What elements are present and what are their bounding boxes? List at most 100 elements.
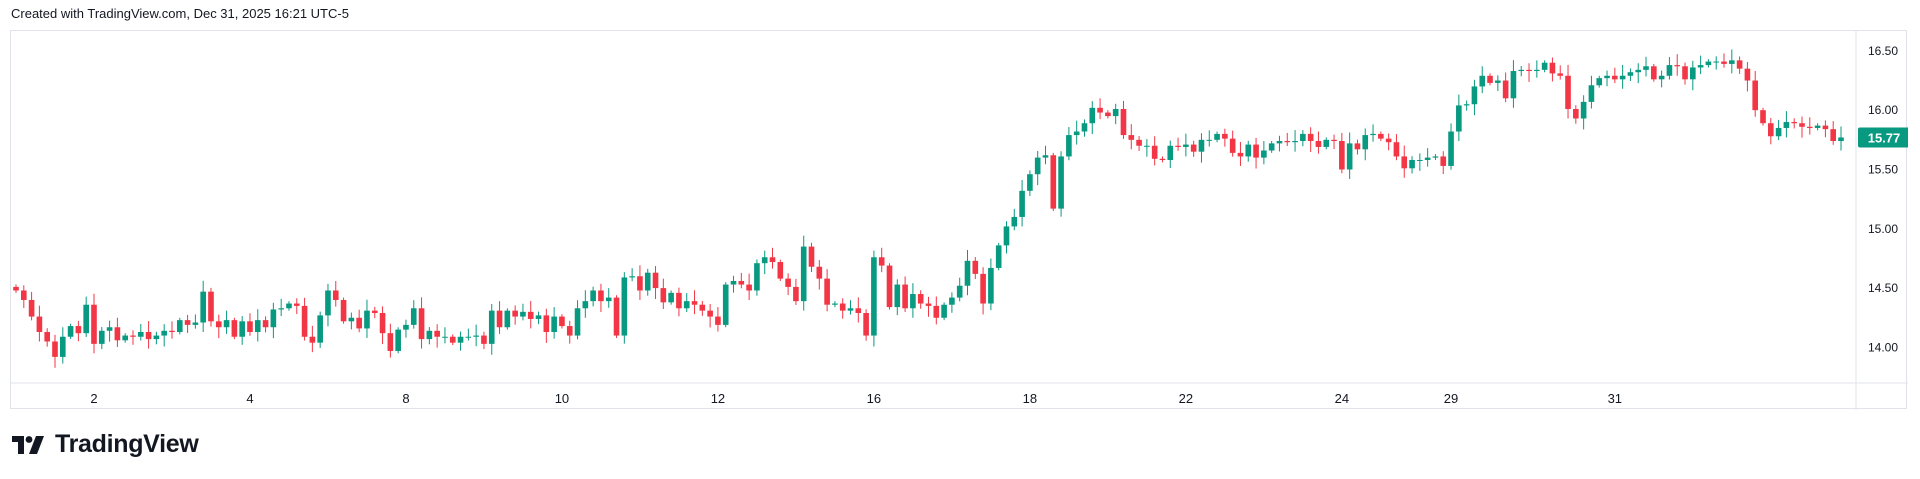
- candle-body: [621, 277, 628, 336]
- candle-body: [1019, 190, 1025, 217]
- candle-body: [746, 284, 752, 291]
- candle-body: [1081, 123, 1088, 132]
- candle-body: [98, 330, 105, 344]
- candle-body: [1557, 73, 1564, 76]
- candle-body: [949, 297, 955, 305]
- candle-body: [512, 310, 518, 317]
- candle-body: [1783, 122, 1790, 128]
- candle-body: [1775, 127, 1782, 137]
- candle-body: [1838, 137, 1844, 142]
- candle-body: [863, 313, 869, 336]
- candle-body: [793, 286, 799, 302]
- candle-body: [192, 322, 199, 325]
- candle-body: [137, 331, 144, 337]
- candle-body: [325, 290, 331, 316]
- candle-body: [1214, 133, 1220, 140]
- candle-body: [832, 303, 838, 305]
- candle-body: [1370, 133, 1376, 136]
- candle-body: [371, 310, 378, 314]
- candle-body: [925, 303, 932, 306]
- candle-body: [1471, 86, 1478, 105]
- candle-body: [816, 266, 823, 279]
- candle-body: [1541, 62, 1548, 70]
- candle-body: [910, 294, 916, 309]
- candle-body: [808, 246, 815, 267]
- candle-body: [184, 320, 191, 325]
- candle-body: [176, 320, 183, 332]
- candle-body: [1736, 60, 1743, 69]
- candle-body: [449, 336, 456, 343]
- candle-body: [668, 292, 674, 303]
- candle-body: [1588, 85, 1595, 102]
- candle-body: [730, 280, 737, 285]
- candle-body: [1354, 143, 1361, 150]
- candle-body: [1643, 66, 1649, 70]
- candle-body: [254, 320, 261, 332]
- candle-body: [1284, 141, 1291, 143]
- y-tick-label: 14.00: [1868, 340, 1898, 354]
- candle-body: [1760, 110, 1766, 124]
- candle-body: [1565, 75, 1571, 109]
- x-tick-label: 24: [1335, 391, 1349, 406]
- candle-body: [465, 336, 472, 338]
- candle-body: [964, 260, 971, 286]
- candle-body: [1596, 78, 1603, 86]
- candle-body: [1417, 159, 1423, 161]
- candle-body: [1573, 108, 1579, 119]
- candle-body: [332, 290, 339, 300]
- candle-body: [122, 335, 128, 341]
- candle-body: [473, 335, 479, 337]
- candle-body: [364, 310, 370, 329]
- candle-body: [1206, 139, 1213, 141]
- candle-body: [286, 303, 292, 309]
- candle-body: [1432, 156, 1439, 158]
- candle-body: [114, 327, 121, 341]
- candle-body: [1144, 145, 1150, 147]
- candle-body: [535, 315, 542, 319]
- y-tick-label: 14.50: [1868, 281, 1898, 295]
- candle-body: [1105, 112, 1111, 117]
- candle-body: [44, 331, 51, 342]
- candle-body: [605, 297, 612, 302]
- candle-body: [130, 335, 136, 337]
- candle-body: [715, 316, 721, 325]
- candle-body: [871, 257, 877, 336]
- candle-body: [1198, 139, 1205, 152]
- candle-body: [200, 291, 206, 323]
- candle-body: [278, 308, 284, 310]
- candle-body: [800, 246, 807, 302]
- candle-body: [1003, 226, 1010, 246]
- candle-body: [1448, 131, 1454, 166]
- candle-body: [1159, 158, 1166, 160]
- candle-body: [1089, 107, 1096, 124]
- candle-body: [434, 330, 440, 337]
- candle-body: [551, 316, 557, 332]
- candle-body: [1580, 101, 1587, 119]
- candle-body: [1627, 72, 1634, 76]
- candle-body: [457, 336, 464, 343]
- chart-pane[interactable]: 14.00 14.50 15.00 15.50 16.00 16.50 2 4 8 10 12 16 1…: [10, 30, 1908, 410]
- candle-body: [1034, 157, 1041, 175]
- candle-body: [676, 292, 682, 309]
- candle-body: [223, 320, 230, 328]
- candle-body: [543, 315, 550, 332]
- candle-body: [1814, 125, 1821, 128]
- y-tick-label: 16.50: [1868, 44, 1898, 58]
- candle-body: [1276, 141, 1283, 144]
- candle-body: [1674, 65, 1681, 67]
- candle-body: [1713, 61, 1720, 63]
- candle-body: [1752, 80, 1759, 111]
- candle-body: [1307, 133, 1314, 142]
- candle-body: [504, 310, 511, 328]
- candle-body: [1175, 145, 1181, 147]
- candle-body: [418, 308, 425, 340]
- candle-body: [1292, 141, 1298, 143]
- candle-body: [215, 321, 222, 328]
- candle-body: [145, 331, 152, 340]
- candle-body: [956, 285, 963, 298]
- candle-body: [1651, 66, 1657, 80]
- y-tick-label: 16.00: [1868, 103, 1898, 117]
- x-tick-label: 10: [555, 391, 569, 406]
- candle-body: [1315, 141, 1322, 147]
